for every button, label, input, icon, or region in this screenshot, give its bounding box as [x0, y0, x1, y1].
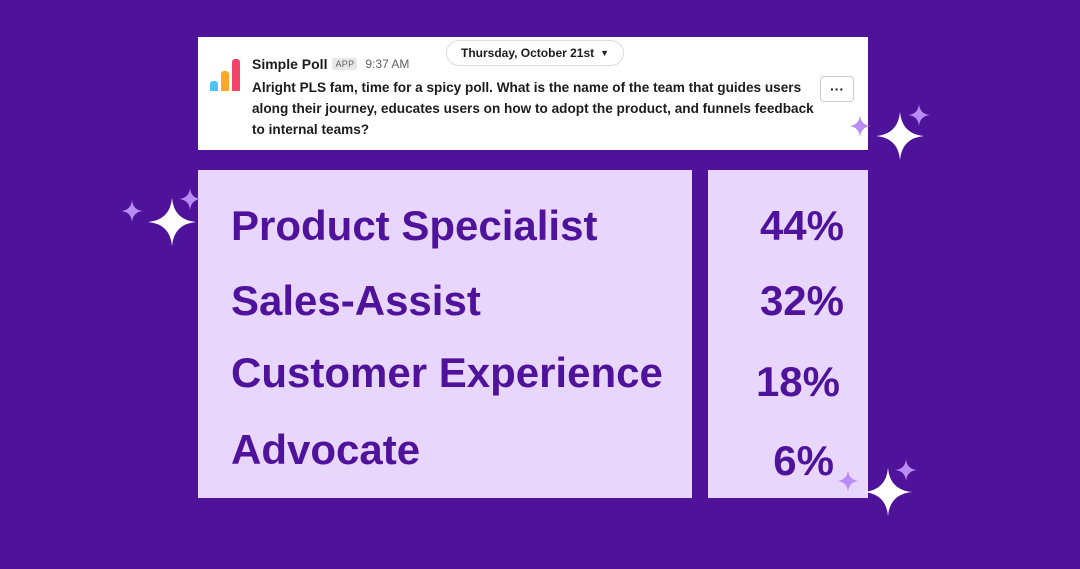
- slack-message-card: Simple Poll APP 9:37 AM Thursday, Octobe…: [198, 37, 868, 150]
- poll-option-percent: 6%: [773, 437, 834, 484]
- sparkle-icon: [895, 459, 917, 481]
- app-badge: APP: [332, 58, 358, 70]
- simple-poll-logo-icon: [210, 59, 242, 91]
- logo-bar: [221, 71, 229, 91]
- poll-option-label: Sales-Assist: [231, 277, 481, 324]
- poll-option-label: Customer Experience: [231, 349, 663, 396]
- sender-name[interactable]: Simple Poll: [252, 56, 328, 72]
- more-actions-button[interactable]: ···: [820, 76, 854, 102]
- sparkle-icon: [121, 200, 143, 222]
- message-timestamp[interactable]: 9:37 AM: [365, 57, 410, 71]
- logo-bar: [232, 59, 240, 91]
- sparkle-icon: [876, 112, 924, 160]
- poll-options-panel: Product Specialist Sales-Assist Customer…: [198, 170, 692, 498]
- more-horizontal-icon: ···: [830, 81, 844, 97]
- date-divider-label: Thursday, October 21st: [461, 46, 595, 60]
- poll-option-label: Advocate: [231, 426, 421, 473]
- poll-option-percent: 32%: [759, 277, 844, 324]
- poll-option-percent: 18%: [755, 358, 840, 405]
- poll-percentages-panel: 44% 32% 18% 6%: [708, 170, 868, 498]
- message-text: Alright PLS fam, time for a spicy poll. …: [252, 80, 814, 137]
- date-divider-button[interactable]: Thursday, October 21st ▼: [446, 40, 625, 66]
- chevron-down-icon: ▼: [600, 48, 610, 58]
- sparkle-icon: [908, 104, 930, 126]
- sparkle-icon: [864, 468, 912, 516]
- poll-option-label: Product Specialist: [231, 202, 598, 249]
- sparkle-icon: [148, 198, 196, 246]
- logo-bar: [210, 81, 218, 91]
- message-header: Simple Poll APP 9:37 AM: [252, 56, 409, 72]
- poll-option-percent: 44%: [759, 202, 844, 249]
